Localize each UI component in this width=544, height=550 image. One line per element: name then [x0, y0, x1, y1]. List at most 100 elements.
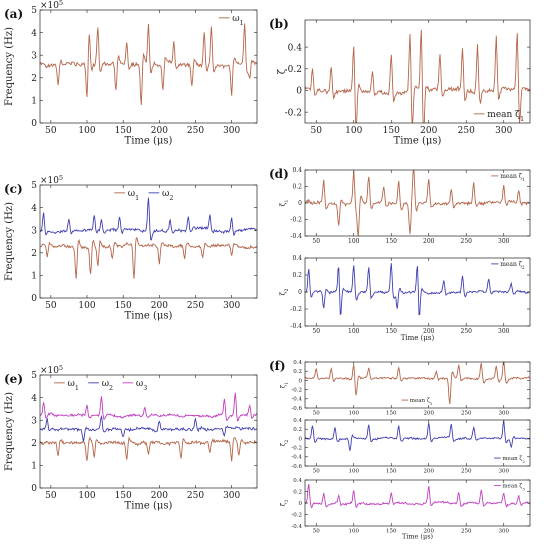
series-line-e-2 [40, 414, 257, 442]
x-tick-label: 50 [311, 126, 323, 136]
y-tick-label: -0.4 [291, 524, 302, 530]
y-tick-label: -0.2 [290, 306, 302, 313]
legend-entry: ω1 [128, 189, 139, 202]
series-line-f3-1 [305, 484, 530, 509]
y-tick-label: 0 [299, 501, 303, 507]
y-tick-label: 3 [31, 416, 37, 426]
x-tick-label: 250 [461, 529, 472, 535]
panel-label: (e) [4, 372, 23, 386]
x-tick-label: 300 [223, 301, 240, 311]
panel-label: (b) [269, 17, 289, 31]
chart-c: 50 100 150 200 250 300 0 1 2 3 4 5×105 Time (μs) Freq… [4, 175, 258, 322]
y-tick-label: 2 [31, 439, 37, 449]
y-tick-label: 2 [31, 249, 37, 259]
x-tick-label: 150 [386, 238, 398, 245]
x-tick-label: 300 [498, 238, 510, 245]
x-tick-label: 150 [386, 411, 397, 417]
series-line-f1-1 [305, 362, 530, 405]
y-tick-label: 0 [31, 294, 37, 304]
legend-entry: mean ζ1 [487, 110, 524, 123]
y-axis-label: ζ [277, 68, 288, 74]
x-tick-label: 200 [151, 301, 168, 311]
y-tick-label: -0.4 [291, 397, 302, 403]
x-tick-label: 150 [386, 529, 397, 535]
y-axis-label: ζ1 [279, 382, 290, 389]
y-tick-label: 5 [31, 6, 37, 16]
x-tick-label: 250 [461, 238, 473, 245]
panel-label: (a) [4, 7, 23, 21]
x-tick-label: 50 [313, 529, 320, 535]
x-axis-label: Time (μs) [125, 501, 173, 512]
series-line-b-1 [305, 29, 530, 123]
chart-f2: 50 100 150 200 250 300 -0.6 -0.4 -0.2 0 0.2 0.4 ζ2 me… [279, 418, 531, 475]
y-axis-label: Frequency (Hz) [4, 392, 15, 471]
x-tick-label: 100 [345, 126, 362, 136]
y-tick-label: 1 [31, 272, 37, 282]
x-tick-label: 150 [115, 301, 132, 311]
axes-frame [39, 374, 258, 489]
x-tick-label: 250 [187, 126, 204, 136]
x-tick-label: 300 [223, 491, 240, 501]
y-tick-label: 3 [31, 51, 37, 61]
series-line-c-2 [40, 197, 257, 241]
x-tick-label: 200 [424, 469, 435, 475]
x-tick-label: 100 [78, 126, 95, 136]
y-tick-label: -0.2 [285, 108, 302, 118]
axes-frame [39, 184, 258, 299]
x-tick-label: 300 [495, 126, 512, 136]
chart-d2: 50 100 150 200 250 300 -0.4 -0.2 0 0.2 0.4 Time (μs… [279, 255, 531, 342]
y-tick-label: -0.2 [291, 388, 302, 394]
x-tick-label: 150 [386, 469, 397, 475]
axis-exponent: ×105 [40, 175, 63, 187]
chart-a: 50 100 150 200 250 300 0 1 2 3 4 5×105 Time (μs) Freq… [4, 0, 258, 147]
y-tick-label: 4 [31, 394, 37, 404]
y-tick-label: 1 [31, 462, 37, 472]
y-axis-label: ζ1 [279, 200, 290, 207]
y-axis-label: ζ3 [279, 500, 290, 507]
series-line-d1-1 [305, 170, 530, 236]
x-tick-label: 300 [499, 411, 510, 417]
y-tick-label: 0.2 [293, 427, 302, 433]
series-line-c-1 [40, 237, 257, 279]
y-tick-label: 0.2 [292, 272, 302, 279]
y-tick-label: 2 [31, 74, 37, 84]
x-tick-label: 200 [424, 529, 435, 535]
x-tick-label: 300 [499, 469, 510, 475]
y-tick-label: 0.2 [288, 65, 302, 75]
axis-exponent: ×105 [40, 365, 63, 377]
x-tick-label: 250 [461, 328, 473, 335]
y-axis-label: ζ2 [279, 440, 290, 447]
y-tick-label: -0.2 [291, 446, 302, 452]
x-tick-label: 200 [423, 328, 435, 335]
x-tick-label: 200 [151, 491, 168, 501]
x-tick-label: 300 [223, 126, 240, 136]
y-tick-label: 5 [31, 181, 37, 191]
x-tick-label: 50 [45, 491, 57, 501]
legend-entry: mean ζ1 [500, 173, 525, 182]
legend-entry: ω3 [136, 379, 147, 392]
x-tick-label: 200 [423, 238, 435, 245]
x-tick-label: 50 [312, 238, 320, 245]
x-tick-label: 250 [461, 411, 472, 417]
x-tick-label: 250 [461, 469, 472, 475]
x-tick-label: 150 [115, 126, 132, 136]
y-tick-label: 0 [31, 119, 37, 129]
legend-entry: ω2 [102, 379, 113, 392]
chart-d1: 50 100 150 200 250 300 -0.4 -0.2 0 0.2 0.4 ζ1 (d) mea… [269, 167, 531, 245]
x-tick-label: 100 [349, 469, 360, 475]
y-tick-label: 0 [296, 87, 302, 97]
series-line-f2-1 [305, 420, 530, 451]
y-tick-label: 5 [31, 371, 37, 381]
x-tick-label: 100 [78, 491, 95, 501]
y-tick-label: 0.4 [288, 43, 303, 53]
y-tick-label: -0.6 [291, 406, 302, 412]
legend-entry: mean ζ3 [502, 484, 525, 492]
panel-label: (c) [4, 182, 23, 196]
x-tick-label: 100 [349, 529, 360, 535]
y-tick-label: 1 [31, 97, 37, 107]
panel-label: (f) [269, 359, 286, 373]
axes-frame [304, 19, 531, 124]
x-tick-label: 150 [386, 328, 398, 335]
y-tick-label: 0.4 [293, 478, 302, 484]
